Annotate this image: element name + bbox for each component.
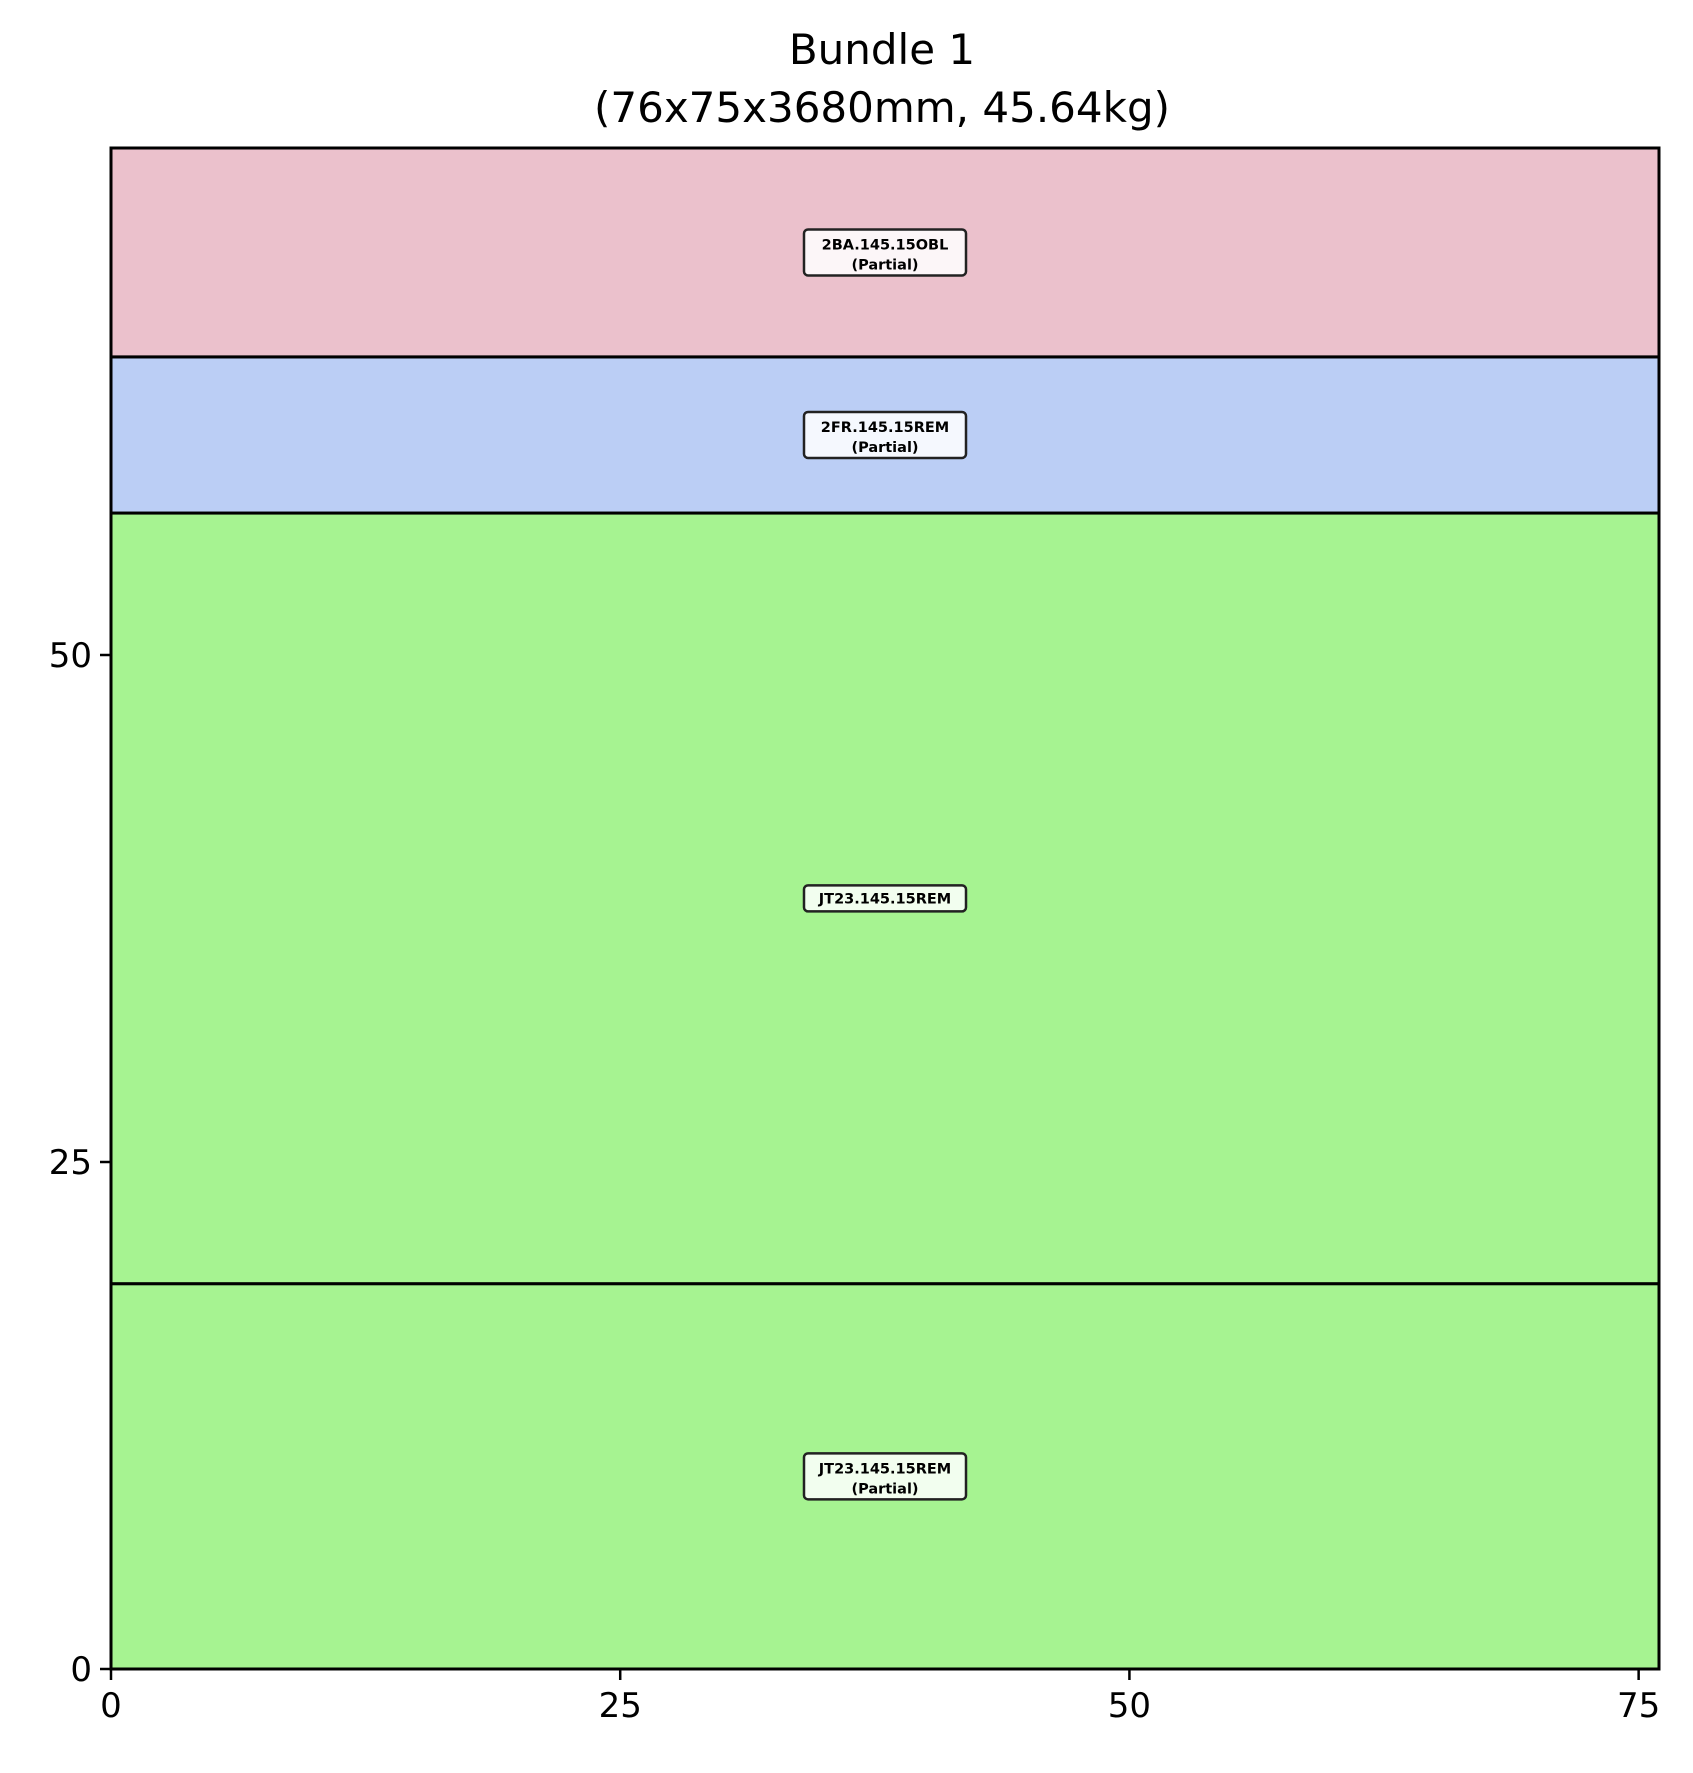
x-tick-label: 50 bbox=[1108, 1686, 1151, 1726]
piece-label-box bbox=[802, 884, 968, 913]
x-tick-label: 0 bbox=[100, 1686, 122, 1726]
piece-label-status: (Partial) bbox=[851, 440, 918, 456]
y-tick-label: 0 bbox=[70, 1650, 92, 1690]
piece-label: JT23.145.15REM (Partial) bbox=[802, 1452, 968, 1501]
piece-label-status: (Partial) bbox=[851, 257, 918, 273]
y-tick-label: 50 bbox=[49, 636, 92, 676]
chart-title: Bundle 1 bbox=[789, 25, 975, 74]
piece-label: JT23.145.15REM bbox=[802, 884, 968, 913]
piece-label-box bbox=[802, 1452, 968, 1501]
chart-subtitle: (76x75x3680mm, 45.64kg) bbox=[594, 83, 1170, 132]
piece-label-status: (Partial) bbox=[851, 1481, 918, 1497]
y-axis: 0 25 50 bbox=[49, 636, 111, 1690]
piece-label-box bbox=[802, 228, 968, 277]
piece-label-code: JT23.145.15REM bbox=[818, 891, 951, 907]
piece-label-code: 2FR.145.15REM bbox=[821, 420, 949, 436]
plot-frame bbox=[109, 146, 1661, 1671]
x-tick-label: 75 bbox=[1617, 1686, 1660, 1726]
x-axis: 0 25 50 75 bbox=[100, 1669, 1660, 1726]
piece-label-code: 2BA.145.15OBL bbox=[822, 237, 949, 253]
x-tick-label: 25 bbox=[599, 1686, 642, 1726]
labels-layer: JT23.145.15REM (Partial) JT23.145.15REM 2FR… bbox=[802, 228, 968, 1501]
y-tick-label: 25 bbox=[49, 1143, 92, 1183]
piece-label: 2BA.145.15OBL (Partial) bbox=[802, 228, 968, 277]
piece-label-code: JT23.145.15REM bbox=[818, 1461, 951, 1477]
piece-label-box bbox=[802, 410, 968, 460]
piece-label: 2FR.145.15REM (Partial) bbox=[802, 410, 968, 460]
